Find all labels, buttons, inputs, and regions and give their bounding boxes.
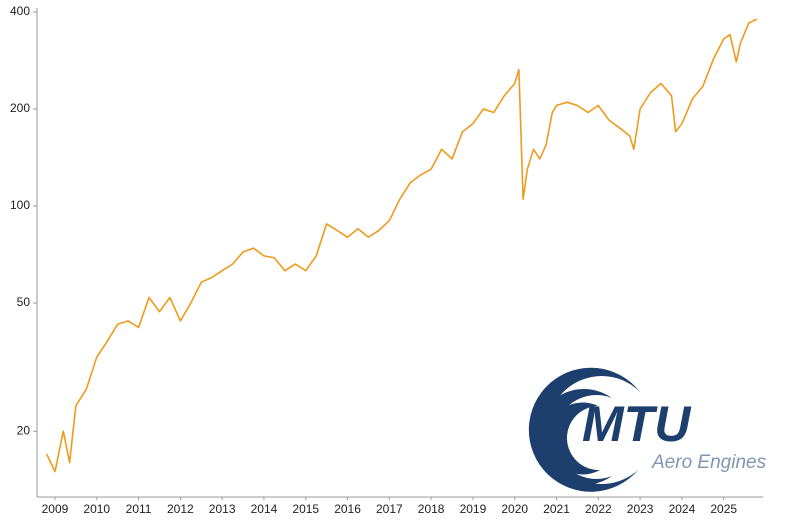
logo-text: MTU <box>582 396 692 452</box>
x-tick-label: 2017 <box>376 502 403 516</box>
x-tick-label: 2014 <box>251 502 278 516</box>
x-tick-label: 2015 <box>292 502 319 516</box>
y-tick-label: 400 <box>10 4 30 18</box>
price-line <box>45 18 758 473</box>
x-tick-label: 2024 <box>669 502 696 516</box>
logo-subtext: Aero Engines <box>651 452 767 473</box>
y-tick-label: 100 <box>10 198 30 212</box>
y-tick-label: 200 <box>10 101 30 115</box>
x-tick-label: 2022 <box>585 502 612 516</box>
x-tick-label: 2010 <box>83 502 110 516</box>
x-tick-label: 2016 <box>334 502 361 516</box>
logo-swoosh <box>546 402 600 475</box>
x-tick-label: 2025 <box>710 502 737 516</box>
logo: MTU Aero Engines <box>528 367 767 492</box>
x-tick-label: 2019 <box>460 502 487 516</box>
x-tick-label: 2009 <box>42 502 69 516</box>
x-tick-label: 2023 <box>627 502 654 516</box>
x-tick-label: 2013 <box>209 502 236 516</box>
x-tick-label: 2020 <box>501 502 528 516</box>
x-tick-label: 2021 <box>543 502 570 516</box>
x-tick-label: 2018 <box>418 502 445 516</box>
x-tick-label: 2012 <box>167 502 194 516</box>
y-tick-label: 20 <box>17 423 31 437</box>
x-tick-label: 2011 <box>126 502 152 516</box>
y-tick-label: 50 <box>17 295 31 309</box>
